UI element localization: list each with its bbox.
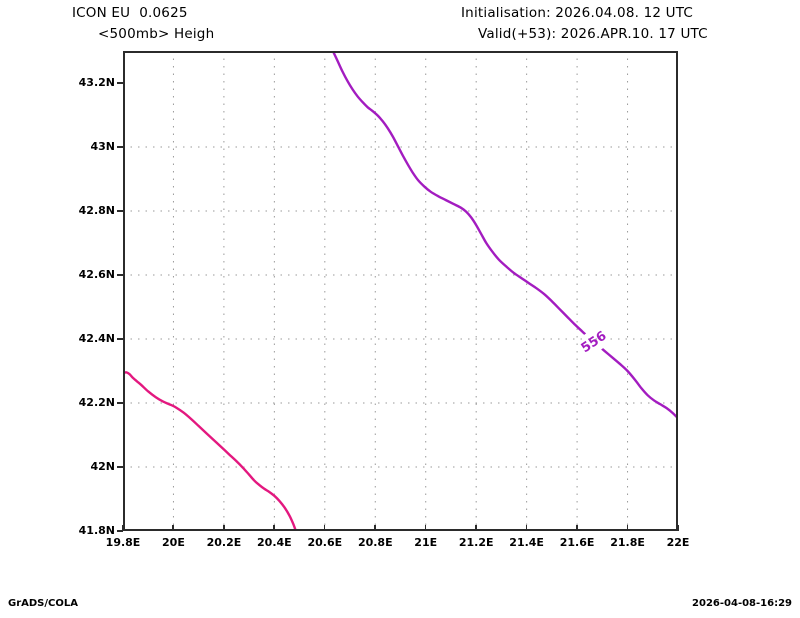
x-tick-label: 20.2E — [206, 536, 242, 549]
x-tick-mark — [475, 525, 477, 531]
y-tick-label: 42.2N — [78, 396, 115, 409]
footer-timestamp: 2026-04-08-16:29 — [692, 598, 792, 609]
x-tick-label: 22E — [666, 536, 690, 549]
header-valid-time: Valid(+53): 2026.APR.10. 17 UTC — [478, 26, 708, 42]
x-tick-mark — [122, 525, 124, 531]
y-tick-mark — [117, 82, 123, 84]
y-tick-mark — [117, 530, 123, 532]
x-tick-mark — [626, 525, 629, 531]
x-tick-label: 21.2E — [458, 536, 494, 549]
footer-attribution: GrADS/COLA — [8, 598, 78, 609]
y-tick-mark — [117, 466, 123, 468]
y-tick-label: 41.8N — [78, 524, 115, 537]
contour-lines — [123, 51, 678, 531]
x-tick-mark — [222, 525, 225, 531]
x-tick-mark — [172, 525, 175, 531]
y-tick-mark — [117, 402, 123, 404]
x-tick-mark — [525, 525, 528, 531]
x-tick-label: 20.6E — [307, 536, 343, 549]
y-tick-mark — [117, 338, 123, 340]
x-tick-label: 21.6E — [559, 536, 595, 549]
y-tick-label: 43N — [90, 140, 115, 153]
x-tick-mark — [576, 525, 578, 531]
plot-canvas: 556 — [123, 51, 678, 531]
y-tick-label: 42.4N — [78, 332, 115, 345]
y-tick-mark — [117, 146, 123, 148]
x-tick-mark — [374, 525, 376, 531]
y-tick-label: 43.2N — [78, 76, 115, 89]
contour-plot: 556 — [123, 51, 678, 531]
y-tick-label: 42.6N — [78, 268, 115, 281]
x-tick-mark — [323, 525, 326, 531]
x-tick-label: 21E — [414, 536, 438, 549]
grid-lines — [123, 51, 678, 531]
x-tick-mark — [273, 525, 275, 531]
x-tick-mark — [677, 525, 679, 531]
x-tick-mark — [424, 525, 427, 531]
contour-line-556 — [331, 51, 678, 420]
x-tick-label: 21.4E — [509, 536, 544, 549]
header-model-title: ICON EU 0.0625 — [72, 5, 188, 21]
y-tick-label: 42N — [90, 460, 115, 473]
x-tick-label: 20E — [162, 536, 185, 549]
y-tick-mark — [117, 210, 123, 212]
plot-frame-border — [123, 51, 678, 531]
x-tick-label: 20.4E — [257, 536, 292, 549]
header-initialisation-time: Initialisation: 2026.04.08. 12 UTC — [461, 5, 694, 21]
contour-line-552 — [123, 371, 298, 531]
y-tick-mark — [117, 274, 123, 276]
x-tick-label: 20.8E — [357, 536, 393, 549]
x-tick-label: 21.8E — [610, 536, 645, 549]
header-level-variable: <500mb> Heigh — [98, 26, 215, 42]
x-tick-label: 19.8E — [105, 536, 141, 549]
y-tick-label: 42.8N — [78, 204, 115, 217]
